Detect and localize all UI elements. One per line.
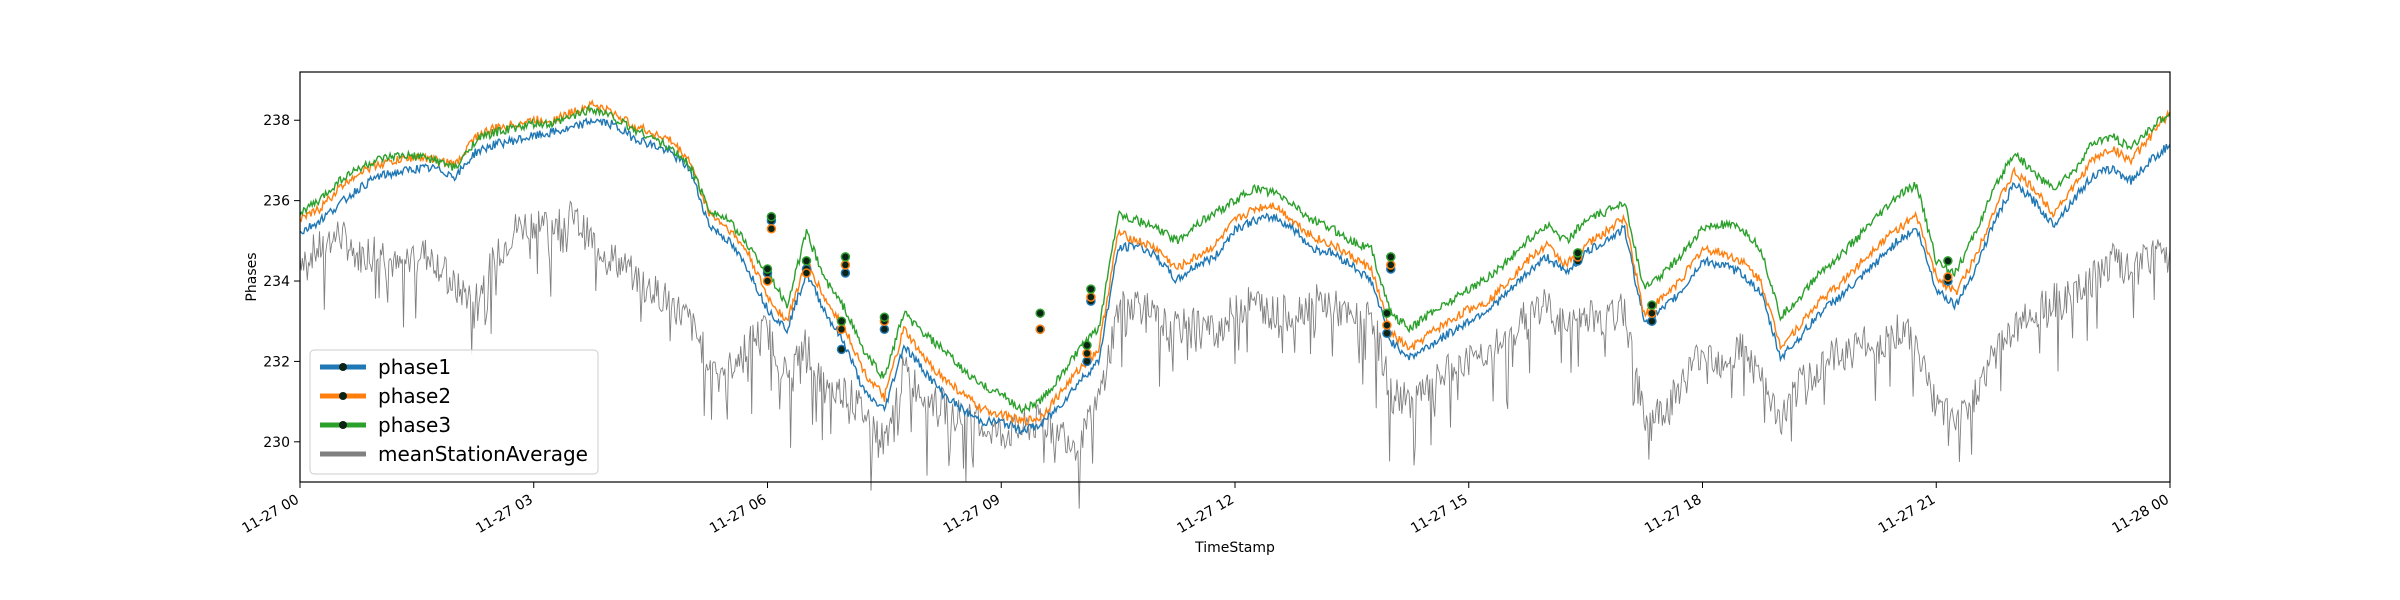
marker-phase3-7: [1082, 340, 1092, 351]
legend-label-phase3: phase3: [378, 413, 451, 437]
marker-phase1-4: [840, 268, 851, 278]
marker-phase2-8: [1086, 292, 1096, 302]
series-line-meanStationAverage: [299, 200, 2171, 509]
marker-phase2-1: [766, 224, 777, 234]
marker-phase2-4: [840, 260, 851, 270]
marker-phase2-2: [801, 268, 812, 278]
y-tick-label: 232: [263, 354, 290, 370]
legend-marker-phase1: [339, 363, 347, 371]
marker-phase2-13: [1943, 272, 1953, 282]
legend-label-phase2: phase2: [378, 384, 451, 408]
marker-phase1-9: [1382, 328, 1392, 339]
marker-phase2-3: [836, 324, 847, 335]
marker-phase2-7: [1082, 348, 1092, 359]
series-line-phase2: [299, 98, 2171, 426]
marker-phase3-3: [836, 316, 847, 326]
y-tick-label: 230: [263, 435, 290, 451]
series-line-phase1: [299, 117, 2171, 435]
marker-phase3-0: [762, 264, 773, 274]
legend-box: [309, 349, 599, 475]
marker-phase3-12: [1647, 300, 1657, 310]
marker-layer: [762, 211, 1953, 367]
marker-phase2-6: [1035, 324, 1045, 335]
legend-marker-phase2: [339, 392, 347, 400]
series-line-phase3: [299, 104, 2171, 415]
marker-phase3-6: [1035, 308, 1045, 318]
series-layer: [299, 98, 2171, 509]
marker-phase2-10: [1386, 260, 1396, 270]
marker-phase2-12: [1647, 308, 1657, 318]
marker-phase3-8: [1086, 284, 1096, 294]
marker-phase1-3: [836, 344, 847, 355]
y-tick-label: 238: [263, 113, 290, 129]
marker-phase3-2: [801, 256, 812, 266]
legend-label-phase1: phase1: [378, 355, 451, 379]
marker-phase1-7: [1082, 356, 1092, 367]
marker-phase3-4: [840, 252, 851, 262]
marker-phase3-11: [1573, 248, 1583, 258]
legend-marker-phase3: [339, 421, 347, 429]
x-axis-title: TimeStamp: [1194, 540, 1275, 556]
y-axis-title: Phases: [244, 252, 260, 301]
marker-phase2-0: [762, 276, 773, 286]
y-tick-label: 236: [263, 194, 290, 210]
marker-phase3-10: [1386, 252, 1396, 262]
y-axis: 230 232 234 236 238: [263, 113, 300, 451]
marker-phase2-9: [1382, 320, 1392, 330]
legend: phase1 phase2 phase3 meanStationAverage: [309, 349, 599, 475]
marker-phase3-5: [879, 312, 890, 322]
marker-phase3-13: [1943, 256, 1953, 266]
marker-phase3-9: [1382, 308, 1392, 318]
legend-label-meanStationAverage: meanStationAverage: [378, 442, 588, 466]
marker-phase3-1: [766, 211, 777, 222]
marker-phase1-5: [879, 324, 890, 335]
marker-phase1-12: [1647, 316, 1657, 326]
y-tick-label: 234: [263, 274, 290, 290]
